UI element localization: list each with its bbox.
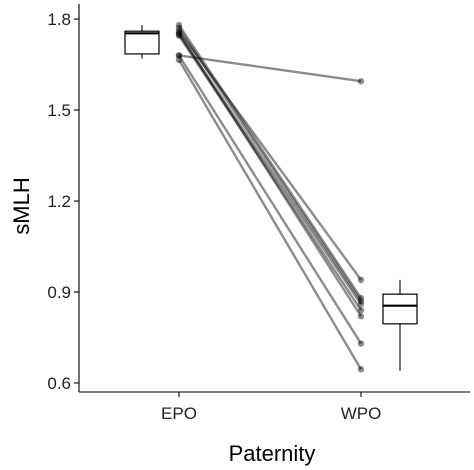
- pair-line: [178, 33, 362, 305]
- pair-line: [178, 30, 362, 281]
- epo-point: [175, 24, 183, 32]
- box: [382, 293, 418, 325]
- pair: [175, 24, 365, 305]
- pair-line: [177, 54, 363, 345]
- epo-point: [175, 56, 183, 64]
- epo-point: [175, 31, 183, 38]
- wpo-point: [357, 78, 365, 85]
- pair: [175, 52, 365, 347]
- wpo-point: [357, 366, 365, 373]
- x-axis: EPO WPO: [79, 391, 470, 423]
- y-axis-title: sMLH: [9, 177, 34, 234]
- epo-point: [175, 52, 183, 59]
- wpo-point: [357, 300, 365, 308]
- x-tick-label: EPO: [161, 404, 197, 423]
- pair-line: [178, 27, 362, 302]
- pair: [175, 29, 365, 320]
- wpo-point: [357, 276, 365, 284]
- y-tick-label: 1.2: [47, 192, 71, 211]
- pair-line: [177, 35, 363, 311]
- pair-line: [178, 54, 362, 83]
- epo-point: [175, 52, 183, 59]
- boxplot-wpo: [382, 279, 418, 371]
- epo-point: [175, 21, 183, 29]
- pair-line: [177, 59, 363, 370]
- y-tick-label: 1.8: [47, 10, 71, 29]
- y-tick-label: 0.9: [47, 283, 71, 302]
- wpo-point: [357, 340, 365, 347]
- y-tick-label: 0.6: [47, 374, 71, 393]
- x-axis-title: Paternity: [229, 441, 316, 466]
- wpo-point: [357, 313, 365, 320]
- y-tick-label: 1.5: [47, 101, 71, 120]
- pair: [175, 21, 365, 302]
- x-tick-label: WPO: [341, 404, 382, 423]
- epo-point: [175, 32, 183, 39]
- pair: [175, 32, 365, 314]
- wpo-point: [357, 294, 365, 302]
- pair-line: [177, 32, 363, 317]
- wpo-point: [357, 297, 365, 305]
- boxplot-epo: [124, 25, 160, 59]
- y-axis: 0.6 0.9 1.2 1.5 1.8: [47, 4, 80, 393]
- box: [124, 30, 160, 55]
- pair: [175, 31, 365, 308]
- pair: [175, 27, 365, 284]
- pair: [175, 52, 365, 85]
- epo-point: [175, 29, 183, 36]
- epo-point: [175, 27, 183, 35]
- pair-line: [178, 24, 362, 299]
- plot-area: [124, 21, 418, 373]
- wpo-point: [357, 307, 365, 314]
- pair: [175, 56, 365, 373]
